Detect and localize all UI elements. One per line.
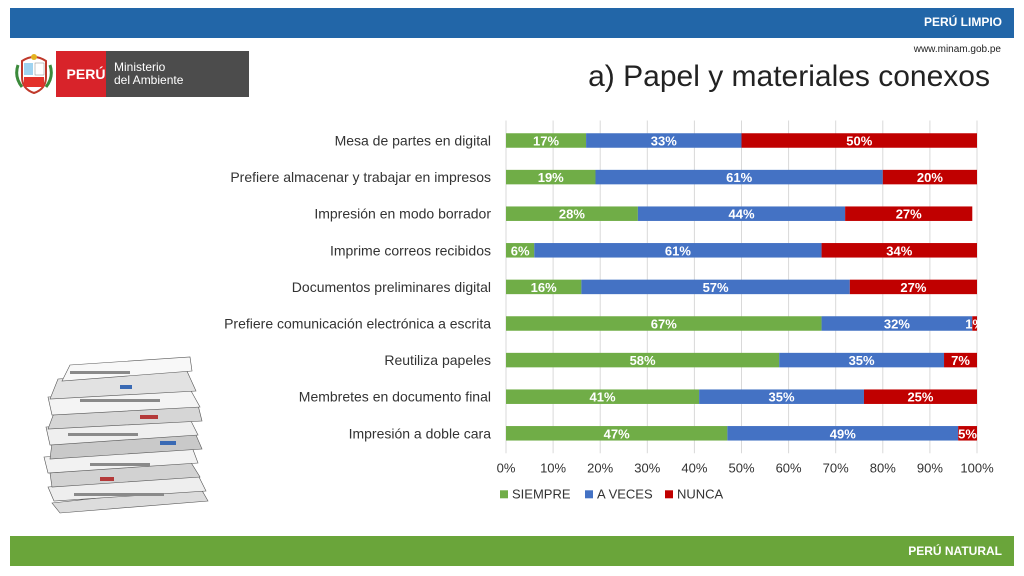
data-label: 57% xyxy=(703,280,729,295)
bar-segment xyxy=(595,169,883,185)
bar-segment xyxy=(506,316,822,331)
x-tick-label: 80% xyxy=(870,460,896,475)
category-label: Documentos preliminares digital xyxy=(292,279,491,295)
data-label: 27% xyxy=(896,207,922,222)
legend-swatch xyxy=(500,490,508,499)
bar-segment xyxy=(958,426,977,441)
data-label: 20% xyxy=(917,170,943,185)
website-url[interactable]: www.minam.gob.pe xyxy=(913,44,1001,55)
chart-legend: SIEMPRE A VECES NUNCA xyxy=(500,486,724,501)
chart-bars xyxy=(506,133,977,441)
data-label: 41% xyxy=(590,390,616,405)
bar-segment xyxy=(506,279,582,295)
bar-segment xyxy=(821,316,973,331)
data-label: 32% xyxy=(884,317,910,332)
page-title: a) Papel y materiales conexos xyxy=(588,60,990,93)
x-tick-label: 30% xyxy=(634,460,660,475)
header-brand: PERÚ LIMPIO xyxy=(923,15,1002,29)
bar-segment xyxy=(506,243,535,258)
data-label: 61% xyxy=(665,243,691,258)
footer-bar: PERÚ NATURAL xyxy=(10,536,1014,566)
data-label: 61% xyxy=(726,170,752,185)
data-label: 16% xyxy=(531,280,557,295)
bar-segment xyxy=(845,206,973,221)
bar-segment xyxy=(534,243,822,258)
legend-label: NUNCA xyxy=(677,486,724,501)
legend-label: SIEMPRE xyxy=(512,486,571,501)
category-label: Impresión a doble cara xyxy=(349,425,492,441)
x-tick-label: 70% xyxy=(823,460,849,475)
logo-ministry-line1: Ministerio xyxy=(114,60,166,74)
data-label: 5% xyxy=(958,426,977,441)
bar-segment xyxy=(506,206,638,221)
legend-label: A VECES xyxy=(597,486,653,501)
bar-segment xyxy=(779,352,945,368)
bar-segment xyxy=(863,389,977,404)
data-label: 34% xyxy=(886,243,912,258)
data-label: 35% xyxy=(769,390,795,405)
category-label: Prefiere comunicación electrónica a escr… xyxy=(224,316,491,332)
x-tick-label: 60% xyxy=(776,460,802,475)
category-label: Prefiere almacenar y trabajar en impreso… xyxy=(230,169,491,185)
x-tick-label: 0% xyxy=(497,460,516,475)
bar-segment xyxy=(637,206,846,221)
x-axis-ticks: 0% 10% 20% 30% 40% 50% 60% 70% 80% 90% 100% xyxy=(497,460,994,475)
logo-ministry: Ministerio del Ambiente xyxy=(106,51,249,97)
bar-segment xyxy=(506,426,728,441)
bar-segment xyxy=(586,133,742,148)
data-label: 33% xyxy=(651,134,677,149)
data-label: 1% xyxy=(965,317,984,332)
x-tick-label: 20% xyxy=(587,460,613,475)
bar-segment xyxy=(581,279,850,295)
category-labels: Mesa de partes en digital Prefiere almace… xyxy=(224,133,491,442)
bar-segment xyxy=(972,316,977,331)
data-label: 58% xyxy=(630,353,656,368)
bar-segment xyxy=(699,389,864,404)
category-label: Impresión en modo borrador xyxy=(314,206,491,222)
x-tick-label: 100% xyxy=(960,460,994,475)
bar-segment xyxy=(882,169,977,185)
category-label: Imprime correos recibidos xyxy=(330,242,491,258)
bar-segment xyxy=(506,389,700,404)
data-label: 35% xyxy=(849,353,875,368)
bar-segment xyxy=(741,133,977,148)
logo-ministry-line2: del Ambiente xyxy=(114,73,184,87)
data-label: 7% xyxy=(951,353,970,368)
category-label: Reutiliza papeles xyxy=(384,352,491,368)
bar-segment xyxy=(821,243,977,258)
coat-of-arms-icon xyxy=(15,54,53,95)
data-label: 50% xyxy=(846,134,872,149)
data-label: 19% xyxy=(538,170,564,185)
data-label: 27% xyxy=(900,280,926,295)
bar-segment xyxy=(506,169,596,185)
x-tick-label: 90% xyxy=(917,460,943,475)
bar-segment xyxy=(727,426,959,441)
category-label: Mesa de partes en digital xyxy=(335,133,491,149)
data-label: 67% xyxy=(651,317,677,332)
bar-segment xyxy=(506,352,780,368)
legend-swatch xyxy=(585,490,593,499)
data-label: 44% xyxy=(728,207,754,222)
category-label: Membretes en documento final xyxy=(299,389,491,405)
data-label: 6% xyxy=(511,243,530,258)
x-tick-label: 10% xyxy=(540,460,566,475)
bar-segment xyxy=(944,352,977,368)
data-label: 17% xyxy=(533,134,559,149)
bar-segment xyxy=(849,279,977,295)
data-label: 28% xyxy=(559,207,585,222)
data-labels: 17% 33% 50% 19% 61% 20% 28% 44% 27% 6% 61% 34% 16% 57… xyxy=(511,134,984,442)
footer-brand: PERÚ NATURAL xyxy=(908,544,1002,558)
ministry-logo: PERÚ Ministerio del Ambiente xyxy=(14,51,249,97)
legend-swatch xyxy=(665,490,673,499)
data-label: 49% xyxy=(830,426,856,441)
x-tick-label: 40% xyxy=(681,460,707,475)
data-label: 47% xyxy=(604,426,630,441)
newspaper-stack-image xyxy=(43,356,209,514)
x-tick-label: 50% xyxy=(728,460,754,475)
data-label: 25% xyxy=(907,390,933,405)
bar-segment xyxy=(506,133,587,148)
header-bar: PERÚ LIMPIO xyxy=(10,8,1014,38)
